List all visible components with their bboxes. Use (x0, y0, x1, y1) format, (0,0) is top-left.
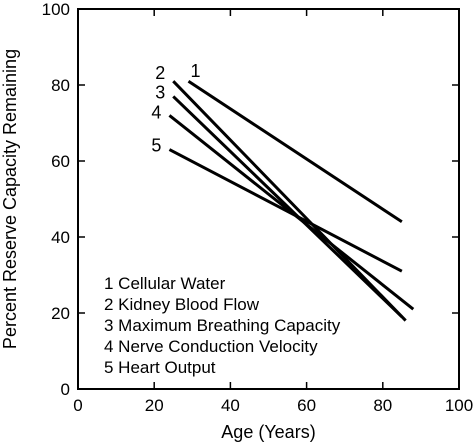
series-label-4: 4 (151, 102, 161, 122)
y-tick-label: 20 (51, 304, 70, 323)
plot-frame (77, 8, 460, 390)
legend-entry: 4 Nerve Conduction Velocity (104, 337, 318, 356)
x-tick-label: 40 (221, 396, 240, 415)
series-labels: 1 234 5 (151, 61, 200, 155)
legend-entry: 5 Heart Output (104, 358, 216, 377)
series-line-1 (187, 79, 403, 224)
x-tick-label: 80 (373, 396, 392, 415)
y-tick-label: 80 (51, 76, 70, 95)
series-line-5 (168, 148, 403, 273)
x-tick-label: 100 (445, 396, 473, 415)
x-tick-label: 20 (145, 396, 164, 415)
series-line-2 (172, 80, 407, 322)
series-line-3 (172, 95, 403, 318)
y-tick-label: 0 (61, 380, 70, 399)
x-tick-label: 0 (73, 396, 82, 415)
legend-entry: 3 Maximum Breathing Capacity (104, 316, 341, 335)
legend-entry: 2 Kidney Blood Flow (104, 295, 260, 314)
series-label-1: 1 (190, 61, 200, 81)
legend-entry: 1 Cellular Water (104, 274, 226, 293)
y-tick-label: 100 (42, 0, 70, 19)
x-axis-title: Age (Years) (221, 422, 315, 442)
y-axis-ticks: 0 20 40 60 80 100 (42, 0, 459, 399)
series-label-2: 2 (155, 63, 165, 83)
series-label-5: 5 (151, 136, 161, 156)
y-tick-label: 60 (51, 152, 70, 171)
y-axis-title: Percent Reserve Capacity Remaining (0, 49, 20, 349)
series-label-3: 3 (155, 82, 165, 102)
plot-border (77, 8, 460, 390)
x-tick-label: 60 (297, 396, 316, 415)
y-tick-label: 40 (51, 228, 70, 247)
legend: 1 Cellular Water 2 Kidney Blood Flow 3 Max… (104, 274, 341, 377)
series-layer (168, 79, 415, 322)
x-axis-ticks: 0 20 40 60 80 100 (73, 9, 473, 415)
